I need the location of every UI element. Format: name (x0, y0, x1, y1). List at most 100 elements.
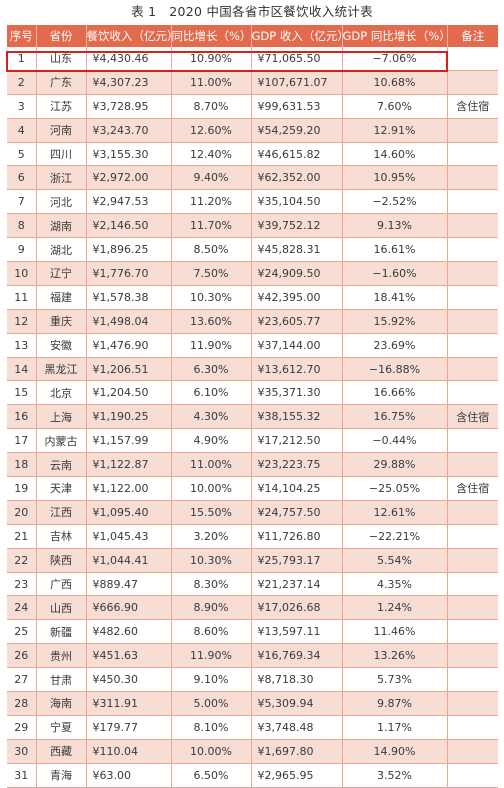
cell-yoy: 11.70% (170, 213, 251, 239)
cell-yoy: 5.00% (170, 691, 251, 716)
cell-gdp: ¥17,026.68 (250, 595, 342, 621)
cell-no: 25 (7, 619, 36, 645)
cell-province: 江苏 (35, 94, 86, 119)
cell-no: 19 (7, 476, 36, 501)
cell-revenue: ¥311.91 (85, 691, 171, 716)
cell-no: 14 (7, 357, 36, 382)
cell-no: 4 (7, 118, 36, 143)
cell-no: 20 (7, 500, 36, 525)
cell-revenue: ¥1,095.40 (85, 500, 171, 525)
cell-yoy: 10.00% (170, 476, 251, 501)
cell-province: 上海 (35, 404, 86, 430)
cell-note (446, 285, 498, 310)
table-row: 12 重庆 ¥1,498.04 13.60% ¥23,605.77 15.92% (7, 309, 498, 334)
cell-note (446, 763, 498, 788)
cell-yoy: 10.00% (170, 739, 251, 764)
table-row: 14 黑龙江 ¥1,206.51 6.30% ¥13,612.70 −16.88% (7, 357, 498, 382)
cell-no: 9 (7, 237, 36, 263)
table-row: 10 辽宁 ¥1,776.70 7.50% ¥24,909.50 −1.60% (7, 261, 498, 286)
table-body: 1 山东 ¥4,430.46 10.90% ¥71,065.50 −7.06% 2 广东 ¥4,… (7, 47, 498, 788)
cell-revenue: ¥2,146.50 (85, 213, 171, 239)
cell-revenue: ¥1,776.70 (85, 261, 171, 286)
cell-note (446, 500, 498, 525)
cell-no: 7 (7, 189, 36, 215)
cell-yoy: 9.10% (170, 667, 251, 693)
cell-gdp: ¥3,748.48 (250, 715, 342, 740)
cell-province: 江西 (35, 500, 86, 525)
cell-note (446, 595, 498, 621)
cell-note (446, 739, 498, 764)
cell-gdp-yoy: 5.54% (341, 548, 447, 573)
cell-gdp-yoy: 29.88% (341, 452, 447, 478)
cell-revenue: ¥1,206.51 (85, 357, 171, 382)
cell-province: 浙江 (35, 165, 86, 191)
table-row: 25 新疆 ¥482.60 8.60% ¥13,597.11 11.46% (7, 619, 498, 645)
cell-no: 16 (7, 404, 36, 430)
cell-gdp: ¥39,752.12 (250, 213, 342, 239)
cell-no: 1 (7, 47, 36, 71)
cell-gdp: ¥24,757.50 (250, 500, 342, 525)
cell-revenue: ¥1,122.00 (85, 476, 171, 501)
cell-gdp: ¥42,395.00 (250, 285, 342, 310)
cell-no: 12 (7, 309, 36, 334)
cell-no: 29 (7, 715, 36, 740)
table-row: 1 山东 ¥4,430.46 10.90% ¥71,065.50 −7.06% (7, 47, 498, 71)
table-row: 22 陕西 ¥1,044.41 10.30% ¥25,793.17 5.54% (7, 548, 498, 573)
cell-no: 15 (7, 380, 36, 406)
cell-no: 30 (7, 739, 36, 764)
cell-gdp: ¥35,104.50 (250, 189, 342, 215)
cell-gdp-yoy: 14.90% (341, 739, 447, 764)
cell-yoy: 13.60% (170, 309, 251, 334)
cell-province: 山东 (35, 47, 86, 71)
header-note: 备注 (446, 25, 498, 47)
header-revenue: 餐饮收入（亿元） (85, 25, 171, 47)
header-yoy: 同比增长（%） (170, 25, 251, 47)
cell-gdp-yoy: 16.75% (341, 404, 447, 430)
cell-note (446, 572, 498, 597)
cell-yoy: 10.30% (170, 285, 251, 310)
cell-no: 17 (7, 428, 36, 454)
cell-gdp: ¥14,104.25 (250, 476, 342, 501)
table-row: 9 湖北 ¥1,896.25 8.50% ¥45,828.31 16.61% (7, 237, 498, 263)
cell-no: 18 (7, 452, 36, 478)
cell-yoy: 12.60% (170, 118, 251, 143)
cell-province: 陕西 (35, 548, 86, 573)
table-row: 24 山西 ¥666.90 8.90% ¥17,026.68 1.24% (7, 595, 498, 621)
cell-province: 天津 (35, 476, 86, 501)
cell-gdp-yoy: 18.41% (341, 285, 447, 310)
cell-no: 13 (7, 333, 36, 358)
cell-province: 黑龙江 (35, 357, 86, 382)
cell-province: 青海 (35, 763, 86, 788)
header-gdp: GDP 收入（亿元） (250, 25, 342, 47)
cell-revenue: ¥3,728.95 (85, 94, 171, 119)
cell-yoy: 11.00% (170, 452, 251, 478)
cell-gdp: ¥62,352.00 (250, 165, 342, 191)
cell-revenue: ¥2,972.00 (85, 165, 171, 191)
cell-gdp-yoy: −16.88% (341, 357, 447, 382)
cell-gdp: ¥5,309.94 (250, 691, 342, 716)
cell-revenue: ¥4,307.23 (85, 70, 171, 95)
table-row: 15 北京 ¥1,204.50 6.10% ¥35,371.30 16.66% (7, 380, 498, 406)
cell-gdp-yoy: 10.68% (341, 70, 447, 95)
cell-gdp-yoy: −2.52% (341, 189, 447, 215)
cell-no: 22 (7, 548, 36, 573)
cell-gdp: ¥45,828.31 (250, 237, 342, 263)
cell-province: 贵州 (35, 643, 86, 669)
cell-gdp-yoy: 5.73% (341, 667, 447, 693)
table-row: 26 贵州 ¥451.63 11.90% ¥16,769.34 13.26% (7, 643, 498, 669)
cell-no: 23 (7, 572, 36, 597)
cell-note (446, 47, 498, 71)
cell-gdp: ¥107,671.07 (250, 70, 342, 95)
cell-note (446, 357, 498, 382)
cell-province: 四川 (35, 142, 86, 167)
cell-gdp: ¥13,612.70 (250, 357, 342, 382)
cell-gdp-yoy: 16.61% (341, 237, 447, 263)
cell-province: 辽宁 (35, 261, 86, 286)
cell-gdp: ¥8,718.30 (250, 667, 342, 693)
cell-yoy: 6.30% (170, 357, 251, 382)
cell-no: 5 (7, 142, 36, 167)
cell-yoy: 6.50% (170, 763, 251, 788)
cell-note (446, 667, 498, 693)
cell-gdp-yoy: −7.06% (341, 47, 447, 71)
cell-note (446, 524, 498, 549)
